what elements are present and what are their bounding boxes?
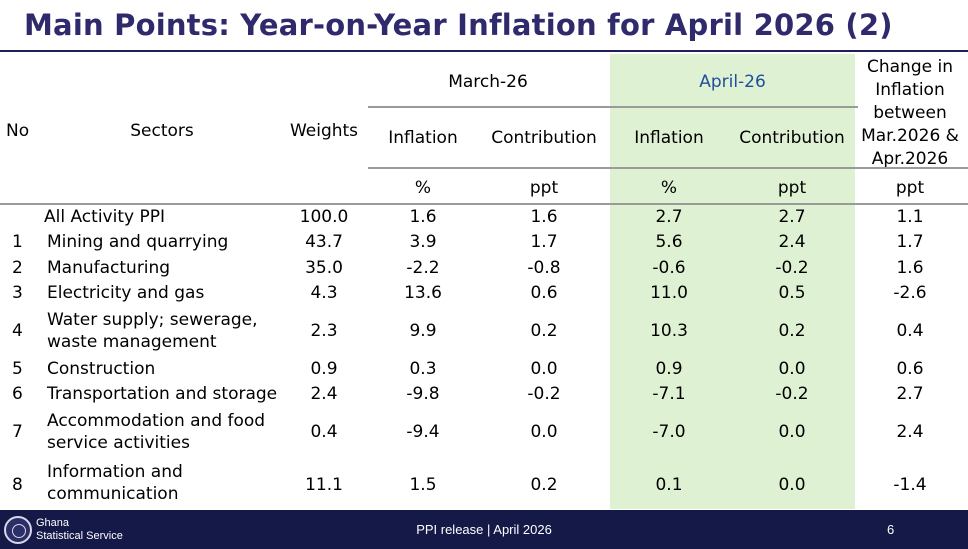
row-no: 6 <box>12 384 23 404</box>
row-sector: Electricity and gas <box>47 283 205 303</box>
row-april-inflation: -0.6 <box>652 258 686 278</box>
row-weight: 2.4 <box>310 384 338 404</box>
unit-march-inflation: % <box>414 178 432 198</box>
row-march-inflation: 13.6 <box>404 283 442 303</box>
row-april-contribution: -0.2 <box>775 384 809 404</box>
row-sector: Manufacturing <box>47 258 171 278</box>
row-change: 1.7 <box>896 232 924 252</box>
row-april-inflation: 11.0 <box>650 283 688 303</box>
ghana-statistical-service-logo <box>4 516 32 544</box>
header-sectors: Sectors <box>130 121 194 141</box>
row-change: 1.1 <box>896 207 924 227</box>
header-march: March-26 <box>448 72 528 92</box>
row-weight: 2.3 <box>310 321 338 341</box>
header-no: No <box>6 121 30 141</box>
row-change: 2.7 <box>896 384 924 404</box>
row-sector: Mining and quarrying <box>47 232 229 252</box>
row-march-contribution: 1.6 <box>530 207 558 227</box>
row-march-inflation: -9.8 <box>406 384 440 404</box>
row-april-inflation: 0.9 <box>655 359 683 379</box>
row-april-contribution: 0.0 <box>778 359 806 379</box>
page-title: Main Points: Year-on-Year Inflation for … <box>24 8 893 42</box>
header-rule-mid <box>368 167 968 169</box>
row-sector: Water supply; sewerage, waste management <box>47 310 258 352</box>
row-april-contribution: -0.2 <box>775 258 809 278</box>
title-divider <box>0 50 968 52</box>
row-weight: 35.0 <box>305 258 343 278</box>
april-column-highlight <box>610 54 855 509</box>
row-sector: Information and communication <box>47 462 183 504</box>
row-april-inflation: 10.3 <box>650 321 688 341</box>
row-april-contribution: 2.7 <box>778 207 806 227</box>
footer-organization: Ghana Statistical Service <box>36 517 123 543</box>
row-weight: 11.1 <box>305 475 343 495</box>
unit-change: ppt <box>895 178 925 198</box>
row-change: -1.4 <box>893 475 927 495</box>
row-march-contribution: 1.7 <box>530 232 558 252</box>
header-april-contribution: Contribution <box>739 128 845 148</box>
footer-org-line2: Statistical Service <box>36 530 123 542</box>
row-april-inflation: 5.6 <box>655 232 683 252</box>
row-sector: Construction <box>47 359 156 379</box>
row-march-inflation: 0.3 <box>409 359 437 379</box>
footer-release-label: PPI release | April 2026 <box>416 522 552 537</box>
row-april-contribution: 2.4 <box>778 232 806 252</box>
footer-page-number: 6 <box>887 522 895 537</box>
row-april-contribution: 0.0 <box>778 475 806 495</box>
header-rule-bottom <box>0 203 968 205</box>
row-march-contribution: 0.0 <box>530 422 558 442</box>
unit-april-contribution: ppt <box>777 178 807 198</box>
row-march-contribution: 0.2 <box>530 321 558 341</box>
row-weight: 100.0 <box>299 207 349 227</box>
row-march-inflation: 1.6 <box>409 207 437 227</box>
row-weight: 0.4 <box>310 422 338 442</box>
footer-bar: Ghana Statistical Service PPI release | … <box>0 510 968 549</box>
header-change: Change in Inflation between Mar.2026 & A… <box>861 57 959 169</box>
row-march-contribution: 0.2 <box>530 475 558 495</box>
header-march-contribution: Contribution <box>491 128 597 148</box>
row-april-inflation: 0.1 <box>655 475 683 495</box>
row-change: 0.4 <box>896 321 924 341</box>
row-march-contribution: 0.0 <box>530 359 558 379</box>
row-no: 5 <box>12 359 23 379</box>
row-weight: 4.3 <box>310 283 338 303</box>
row-april-contribution: 0.5 <box>778 283 806 303</box>
row-change: -2.6 <box>893 283 927 303</box>
row-change: 2.4 <box>896 422 924 442</box>
row-weight: 43.7 <box>305 232 343 252</box>
row-no: 3 <box>12 283 23 303</box>
header-april: April-26 <box>699 72 766 92</box>
row-no: 2 <box>12 258 23 278</box>
unit-march-contribution: ppt <box>529 178 559 198</box>
row-march-inflation: 1.5 <box>409 475 437 495</box>
row-april-inflation: -7.1 <box>652 384 686 404</box>
unit-april-inflation: % <box>660 178 678 198</box>
row-april-contribution: 0.2 <box>778 321 806 341</box>
row-sector: Transportation and storage <box>47 384 278 404</box>
row-march-inflation: -9.4 <box>406 422 440 442</box>
header-april-inflation: Inflation <box>634 128 704 148</box>
row-march-inflation: -2.2 <box>406 258 440 278</box>
row-march-contribution: -0.8 <box>527 258 561 278</box>
row-sector: Accommodation and food service activitie… <box>47 411 266 453</box>
footer-org-line1: Ghana <box>36 517 70 529</box>
row-no: 8 <box>12 475 23 495</box>
row-change: 1.6 <box>896 258 924 278</box>
row-march-contribution: -0.2 <box>527 384 561 404</box>
row-march-contribution: 0.6 <box>530 283 558 303</box>
row-april-contribution: 0.0 <box>778 422 806 442</box>
row-april-inflation: 2.7 <box>655 207 683 227</box>
row-sector: All Activity PPI <box>44 207 165 227</box>
row-no: 4 <box>12 321 23 341</box>
row-march-inflation: 3.9 <box>409 232 437 252</box>
row-april-inflation: -7.0 <box>652 422 686 442</box>
row-change: 0.6 <box>896 359 924 379</box>
header-rule-top <box>368 106 858 108</box>
row-no: 1 <box>12 232 23 252</box>
row-weight: 0.9 <box>310 359 338 379</box>
header-weights: Weights <box>289 121 359 141</box>
row-march-inflation: 9.9 <box>409 321 437 341</box>
row-no: 7 <box>12 422 23 442</box>
header-march-inflation: Inflation <box>388 128 458 148</box>
